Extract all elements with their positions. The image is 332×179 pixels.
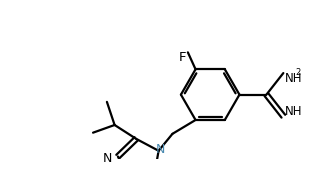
Text: N: N — [156, 143, 166, 156]
Text: NH: NH — [285, 72, 302, 84]
Text: 2: 2 — [296, 68, 301, 78]
Text: NH: NH — [285, 105, 302, 118]
Text: F: F — [179, 51, 186, 64]
Text: N: N — [102, 152, 112, 165]
